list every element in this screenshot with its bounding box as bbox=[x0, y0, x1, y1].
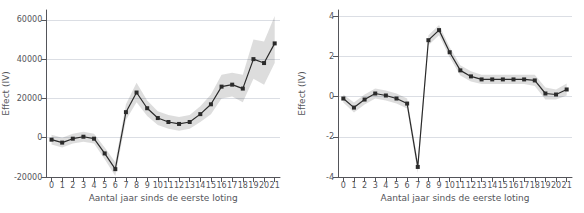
svg-text:8: 8 bbox=[426, 181, 431, 190]
svg-text:11: 11 bbox=[455, 181, 465, 190]
svg-text:4: 4 bbox=[383, 181, 388, 190]
svg-text:14: 14 bbox=[487, 181, 497, 190]
svg-text:Effect (IV): Effect (IV) bbox=[1, 71, 11, 116]
svg-text:17: 17 bbox=[519, 181, 529, 190]
svg-text:12: 12 bbox=[466, 181, 476, 190]
svg-text:6: 6 bbox=[405, 181, 410, 190]
svg-text:0: 0 bbox=[49, 181, 54, 190]
svg-text:3: 3 bbox=[81, 181, 86, 190]
svg-text:21: 21 bbox=[270, 181, 280, 190]
svg-text:9: 9 bbox=[145, 181, 150, 190]
svg-text:5: 5 bbox=[394, 181, 399, 190]
svg-text:11: 11 bbox=[163, 181, 173, 190]
svg-text:2: 2 bbox=[362, 181, 367, 190]
svg-text:Aantal jaar sinds de eerste lo: Aantal jaar sinds de eerste loting bbox=[381, 193, 530, 203]
svg-text:16: 16 bbox=[216, 181, 226, 190]
svg-text:13: 13 bbox=[476, 181, 486, 190]
svg-text:-20000: -20000 bbox=[14, 173, 42, 182]
svg-text:20: 20 bbox=[259, 181, 269, 190]
svg-text:Effect (IV): Effect (IV) bbox=[297, 71, 307, 116]
svg-text:16: 16 bbox=[508, 181, 518, 190]
svg-text:18: 18 bbox=[530, 181, 540, 190]
svg-text:7: 7 bbox=[123, 181, 128, 190]
svg-text:-2: -2 bbox=[326, 132, 334, 141]
svg-text:10: 10 bbox=[153, 181, 163, 190]
svg-text:8: 8 bbox=[134, 181, 139, 190]
svg-text:18: 18 bbox=[238, 181, 248, 190]
svg-text:60000: 60000 bbox=[17, 15, 42, 24]
svg-text:3: 3 bbox=[373, 181, 378, 190]
svg-text:14: 14 bbox=[195, 181, 205, 190]
svg-text:2: 2 bbox=[329, 52, 334, 61]
svg-text:5: 5 bbox=[102, 181, 107, 190]
svg-text:4: 4 bbox=[92, 181, 97, 190]
svg-text:10: 10 bbox=[445, 181, 455, 190]
svg-text:17: 17 bbox=[227, 181, 237, 190]
svg-text:13: 13 bbox=[185, 181, 195, 190]
svg-text:0: 0 bbox=[341, 181, 346, 190]
svg-text:9: 9 bbox=[436, 181, 441, 190]
svg-text:12: 12 bbox=[174, 181, 184, 190]
svg-text:-4: -4 bbox=[326, 173, 334, 182]
svg-text:4: 4 bbox=[329, 12, 334, 21]
svg-text:7: 7 bbox=[415, 181, 420, 190]
svg-text:20: 20 bbox=[551, 181, 561, 190]
svg-text:40000: 40000 bbox=[17, 55, 42, 64]
svg-text:2: 2 bbox=[70, 181, 75, 190]
svg-text:21: 21 bbox=[562, 181, 572, 190]
svg-text:6: 6 bbox=[113, 181, 118, 190]
svg-text:0: 0 bbox=[329, 92, 334, 101]
svg-text:20000: 20000 bbox=[17, 94, 42, 103]
svg-text:19: 19 bbox=[540, 181, 550, 190]
svg-text:Aantal jaar sinds de eerste lo: Aantal jaar sinds de eerste loting bbox=[89, 193, 238, 203]
svg-text:15: 15 bbox=[498, 181, 508, 190]
svg-text:19: 19 bbox=[248, 181, 258, 190]
svg-text:0: 0 bbox=[37, 133, 42, 142]
svg-text:15: 15 bbox=[206, 181, 216, 190]
svg-text:1: 1 bbox=[351, 181, 356, 190]
svg-text:1: 1 bbox=[60, 181, 65, 190]
